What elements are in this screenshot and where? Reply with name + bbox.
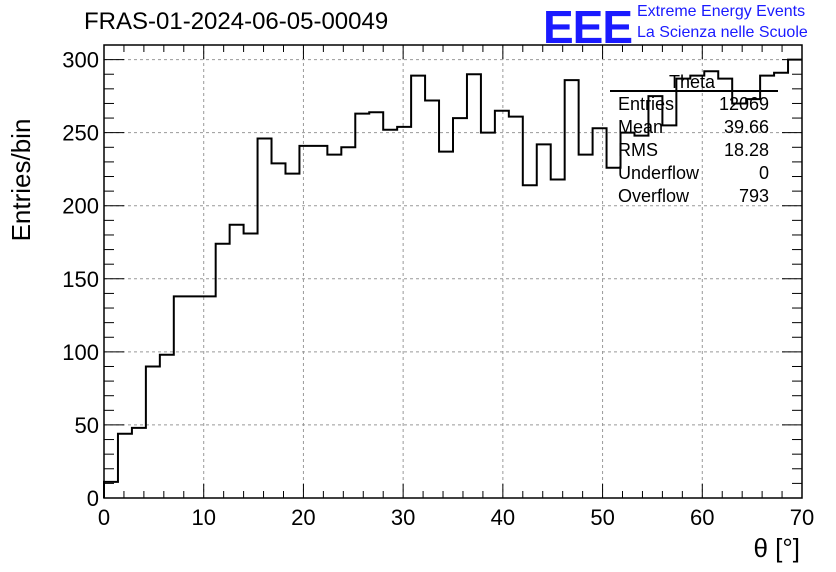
- stats-label-entries: Entries: [618, 94, 674, 114]
- x-tick-label: 20: [291, 505, 315, 530]
- y-tick-labels: 0 50 100 150 200 250 300: [62, 48, 99, 511]
- x-tick-label: 30: [391, 505, 415, 530]
- stats-label-overflow: Overflow: [618, 186, 690, 206]
- stats-value-rms: 18.28: [724, 140, 769, 160]
- stats-value-overflow: 793: [739, 186, 769, 206]
- x-axis-label: θ [°]: [753, 533, 800, 563]
- y-tick-label: 300: [62, 48, 99, 73]
- stats-box: Theta Entries 12069 Mean 39.66 RMS 18.28…: [610, 72, 778, 206]
- logo-caption-line2: La Scienza nelle Scuole: [637, 24, 808, 41]
- histogram-series: [103, 58, 802, 498]
- x-tick-label: 60: [690, 505, 714, 530]
- stats-value-entries: 12069: [719, 94, 769, 114]
- stats-value-mean: 39.66: [724, 117, 769, 137]
- x-tick-labels: 0 10 20 30 40 50 60 70: [98, 505, 814, 530]
- y-tick-label: 200: [62, 194, 99, 219]
- y-axis-label: Entries/bin: [6, 119, 36, 242]
- x-tick-label: 10: [191, 505, 215, 530]
- y-tick-label: 250: [62, 121, 99, 146]
- y-tick-label: 0: [87, 486, 99, 511]
- y-tick-label: 100: [62, 340, 99, 365]
- stats-label-mean: Mean: [618, 117, 663, 137]
- x-tick-label: 50: [590, 505, 614, 530]
- y-tick-label: 50: [75, 413, 99, 438]
- x-tick-label: 70: [790, 505, 814, 530]
- x-tick-label: 40: [491, 505, 515, 530]
- stats-label-underflow: Underflow: [618, 163, 700, 183]
- x-tick-label: 0: [98, 505, 110, 530]
- chart-title: FRAS-01-2024-06-05-00049: [84, 8, 389, 35]
- logo-caption-line1: Extreme Energy Events: [637, 3, 806, 20]
- grid-lines: [104, 45, 802, 498]
- axis-ticks: [103, 44, 803, 499]
- stats-label-rms: RMS: [618, 140, 658, 160]
- stats-title: Theta: [669, 72, 716, 92]
- y-tick-label: 150: [62, 267, 99, 292]
- plot-frame: [103, 44, 803, 499]
- stats-value-underflow: 0: [759, 163, 769, 183]
